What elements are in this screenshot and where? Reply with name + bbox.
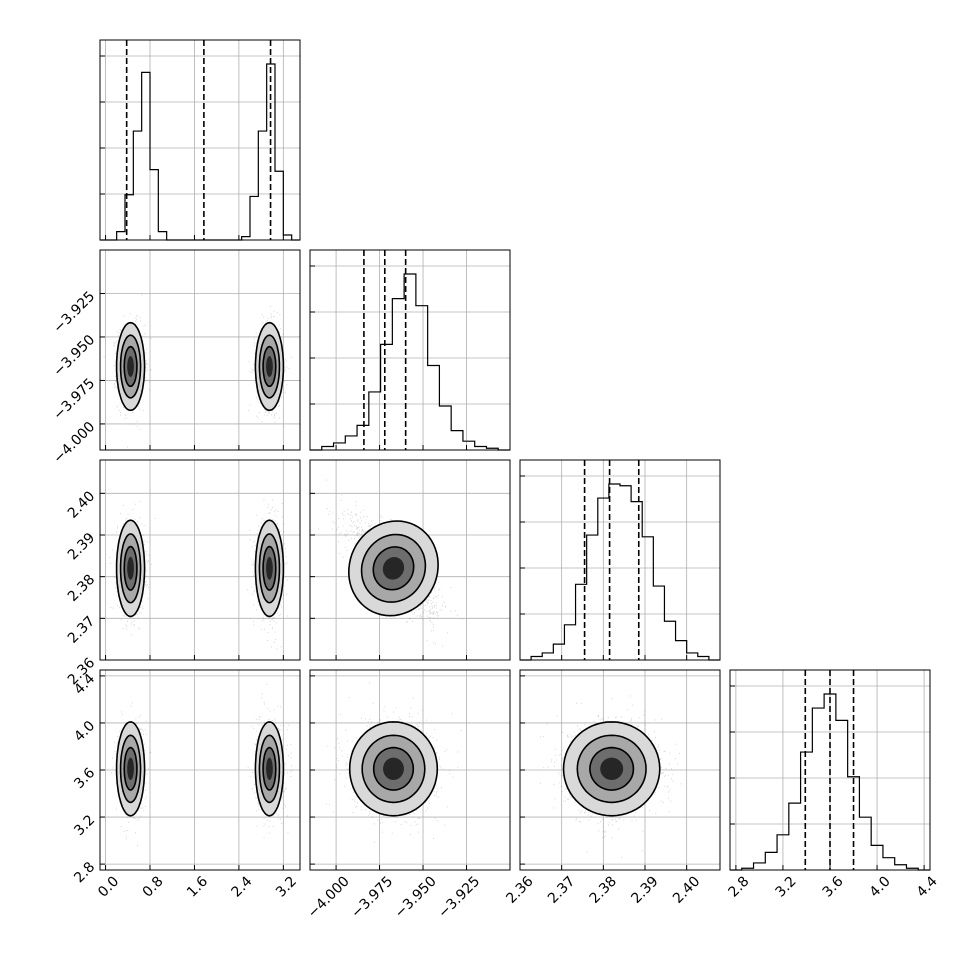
y-tick-label: 3.2: [71, 812, 98, 839]
x-tick-label: 2.8: [726, 873, 753, 900]
contour-line-0: [347, 520, 439, 617]
contour-line-2: [372, 746, 415, 791]
y-tick-label: 2.39: [65, 530, 98, 563]
contour-line-2: [262, 746, 277, 791]
panel-2-0: [99, 459, 301, 661]
plot-layer: 0.0 0.8 1.6 2.4 3.2 −4.000−3.975−3.950−3.925 2…: [50, 39, 941, 921]
histogram-2: [520, 483, 720, 661]
contour-line-2: [123, 545, 138, 591]
panel-bg: [520, 460, 720, 660]
y-tick-label: −3.925: [50, 288, 98, 336]
panel-2-2: [519, 459, 721, 661]
density-level-3: [266, 757, 273, 780]
panel-frame: [519, 669, 721, 871]
scatter-group-3-2: [540, 695, 682, 859]
panel-3-3: [729, 669, 931, 871]
contour-line-2: [123, 345, 138, 388]
density-level-3: [127, 356, 134, 377]
scatter-group-3-0: [111, 683, 293, 846]
x-tick-label: −3.975: [348, 873, 396, 921]
contour-line-1: [119, 533, 142, 604]
panel-frame: [99, 39, 301, 241]
density-level-3: [383, 757, 404, 780]
y-tick-label: 2.40: [65, 488, 98, 521]
panel-3-0: [99, 669, 301, 871]
panel-bg: [310, 250, 510, 450]
contour-line-1: [258, 734, 281, 804]
density-level-3: [266, 556, 273, 580]
x-tick-label: 3.6: [820, 873, 847, 900]
panel-3-2: [519, 669, 721, 871]
panel-frame: [99, 459, 301, 661]
contour-line-1: [119, 734, 142, 804]
contour-line-0: [115, 519, 146, 618]
contour-line-1: [258, 533, 281, 604]
x-tick-label: 4.4: [914, 873, 941, 900]
panel-frame: [309, 669, 511, 871]
contour-line-1: [576, 734, 647, 804]
contour-line-1: [360, 533, 427, 603]
y-tick-label: 2.37: [65, 613, 98, 646]
panel-0-0: [99, 39, 301, 241]
contour-line-0: [562, 721, 661, 817]
y-tick-label: 2.8: [71, 859, 98, 886]
panel-frame: [99, 249, 301, 451]
contour-line-0: [254, 321, 285, 412]
scatter-group-3-1: [326, 682, 462, 843]
panel-3-1: [309, 669, 511, 871]
y-tick-label: 4.0: [71, 718, 98, 745]
panel-frame: [729, 669, 931, 871]
y-tick-label: −3.975: [50, 375, 98, 423]
y-tick-label: 3.6: [71, 765, 98, 792]
density-level-3: [127, 556, 134, 580]
x-tick-label: 2.40: [670, 873, 703, 906]
contour-line-1: [119, 334, 142, 399]
x-tick-label: 0.8: [140, 873, 167, 900]
panel-1-1: [309, 249, 511, 451]
y-tick-label: −3.950: [50, 332, 98, 380]
x-tick-label: 4.0: [867, 873, 894, 900]
x-tick-label: 2.37: [545, 873, 578, 906]
panel-2-1: [309, 459, 511, 661]
density-level-3: [266, 356, 273, 377]
histogram-1: [310, 273, 510, 451]
contour-line-2: [372, 546, 415, 591]
x-tick-label: 0.0: [95, 873, 122, 900]
contour-line-1: [258, 334, 281, 399]
density-level-3: [127, 757, 134, 780]
x-tick-label: 2.36: [503, 873, 536, 906]
x-tick-label: 2.38: [587, 873, 620, 906]
scatter-group-2-0: [109, 499, 288, 650]
x-tick-label: −3.925: [435, 873, 483, 921]
panel-frame: [309, 459, 511, 661]
x-tick-label: −4.000: [305, 873, 353, 921]
contour-line-2: [589, 746, 635, 791]
density-level-3: [600, 757, 624, 780]
x-tick-label: 1.6: [184, 873, 211, 900]
scatter-group-1-0: [103, 294, 292, 448]
contour-line-2: [123, 746, 138, 791]
x-tick-label: 2.39: [628, 873, 661, 906]
panel-1-0: [99, 249, 301, 451]
contour-line-1: [361, 734, 426, 804]
y-tick-label: 2.38: [65, 572, 98, 605]
contour-line-0: [254, 519, 285, 618]
scatter-group-2-1: [318, 479, 463, 647]
panel-frame: [519, 459, 721, 661]
contour-line-0: [115, 321, 146, 412]
x-tick-label: 3.2: [273, 873, 300, 900]
x-tick-label: −3.950: [392, 873, 440, 921]
contour-line-2: [262, 545, 277, 591]
y-tick-label: −4.000: [50, 419, 98, 467]
panel-frame: [309, 249, 511, 451]
x-tick-label: 2.4: [229, 873, 256, 900]
contour-line-2: [262, 345, 277, 388]
contour-line-0: [115, 721, 146, 817]
contour-line-0: [254, 721, 285, 817]
panel-frame: [99, 669, 301, 871]
contour-line-0: [348, 721, 439, 817]
x-tick-label: 3.2: [773, 873, 800, 900]
density-level-3: [382, 557, 405, 580]
